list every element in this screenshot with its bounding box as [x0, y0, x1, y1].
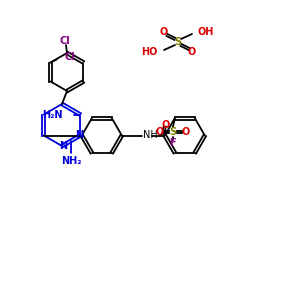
- Text: HO: HO: [142, 47, 158, 57]
- Text: O: O: [182, 127, 190, 137]
- Text: Cl: Cl: [64, 52, 75, 62]
- Text: F: F: [169, 138, 176, 148]
- Text: O: O: [160, 27, 168, 37]
- Text: O: O: [188, 47, 196, 57]
- Text: NH₂: NH₂: [61, 156, 81, 166]
- Text: S: S: [174, 37, 182, 47]
- Text: S: S: [169, 127, 176, 137]
- Text: O: O: [156, 127, 164, 137]
- Text: NH: NH: [143, 130, 158, 140]
- Text: H₂N: H₂N: [42, 110, 62, 119]
- Text: Cl: Cl: [60, 36, 70, 46]
- Text: N: N: [59, 141, 67, 151]
- Text: OH: OH: [198, 27, 214, 37]
- Text: O: O: [162, 119, 170, 130]
- Text: N: N: [75, 130, 83, 140]
